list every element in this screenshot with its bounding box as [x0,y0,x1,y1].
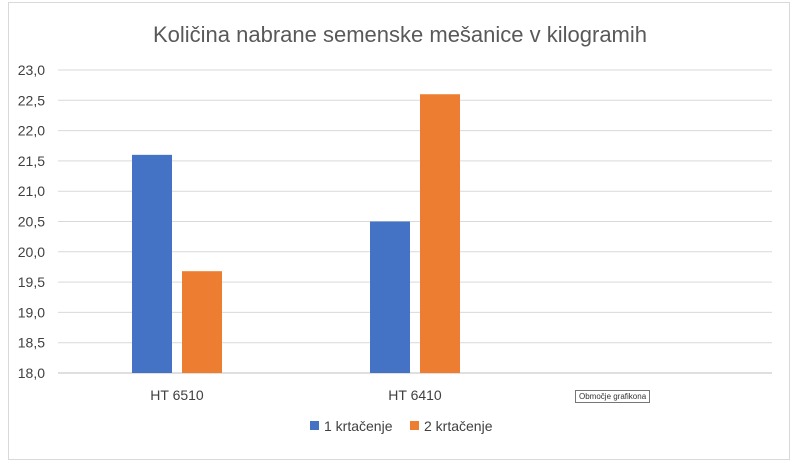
x-axis-categories: HT 6510 HT 6410 [150,387,442,403]
bar-2-1[interactable] [182,271,222,373]
chart-title: Količina nabrane semenske mešanice v kil… [153,22,647,47]
bar-1-2[interactable] [370,221,410,374]
y-tick-label: 19,5 [18,274,45,290]
x-category-label: HT 6410 [388,387,442,403]
chart-area-tooltip: Območje grafikona [575,390,651,403]
legend: 1 krtačenje 2 krtačenje [310,418,493,434]
y-axis-ticks: 18,0 18,5 19,0 19,5 20,0 20,5 21,0 21,5 22,0 22,5… [18,62,45,381]
legend-swatch-1 [310,421,319,430]
legend-label-1: 1 krtačenje [324,418,393,434]
y-tick-label: 23,0 [18,62,45,78]
y-tick-label: 22,0 [18,123,45,139]
y-tick-label: 19,0 [18,304,45,320]
y-tick-label: 22,5 [18,92,45,108]
y-tick-label: 18,5 [18,335,45,351]
x-category-label: HT 6510 [150,387,204,403]
y-tick-label: 21,5 [18,153,45,169]
y-tick-label: 20,5 [18,214,45,230]
legend-swatch-2 [410,421,419,430]
legend-label-2: 2 krtačenje [424,418,493,434]
bar-2-2[interactable] [420,94,460,374]
bars [132,94,460,374]
y-tick-label: 20,0 [18,244,45,260]
bar-1-1[interactable] [132,154,172,373]
y-tick-label: 21,0 [18,183,45,199]
gridlines [58,69,772,374]
y-tick-label: 18,0 [18,365,45,381]
